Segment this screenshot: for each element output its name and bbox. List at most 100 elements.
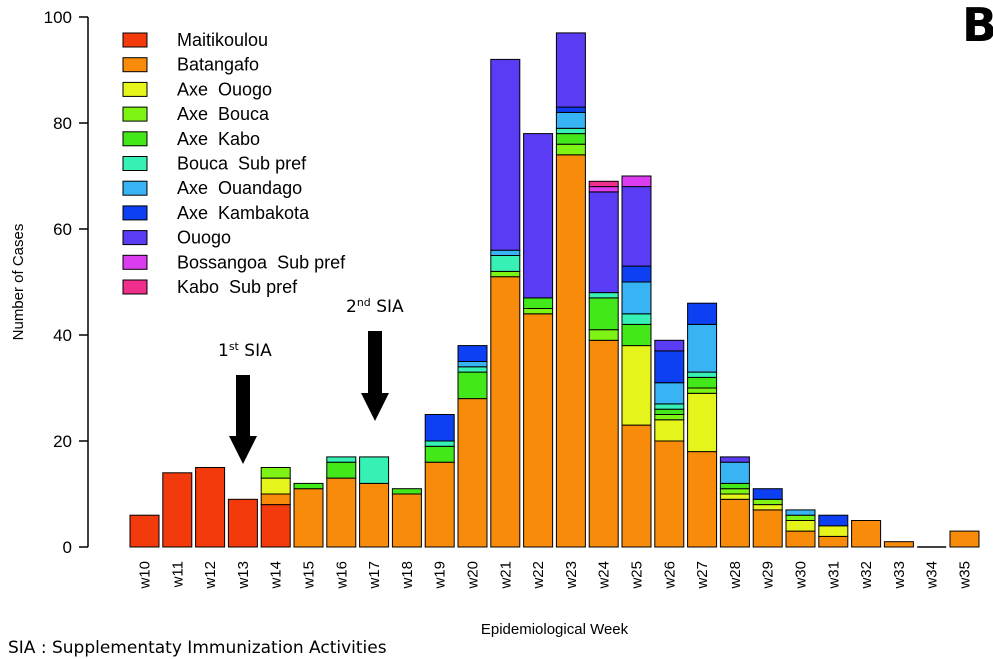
bar-segment [424, 445, 455, 463]
bar-segment [752, 509, 783, 548]
bar-segment [785, 514, 816, 522]
bar-segment [588, 329, 619, 341]
legend-swatch [122, 205, 148, 221]
bar-segment [621, 265, 652, 283]
bar-segment [555, 32, 586, 108]
bar-segment [949, 530, 980, 548]
bar-segment [588, 186, 619, 193]
bar-segment [621, 175, 652, 188]
bar-segment [588, 339, 619, 548]
bar-segment [490, 276, 521, 548]
second-sia-arrow [361, 331, 389, 421]
legend-swatch [122, 156, 148, 171]
bar-segment [687, 451, 718, 548]
y-tick-label: 100 [44, 8, 72, 27]
bar-segment [227, 498, 258, 548]
bar-segment [719, 493, 750, 500]
x-tick-label: w30 [793, 561, 810, 590]
legend-label: Maitikoulou [177, 30, 268, 50]
bar-segment [523, 308, 554, 315]
bar-segment [260, 467, 291, 479]
x-tick-label: w16 [333, 561, 350, 590]
bar-segment [490, 58, 521, 251]
legend-label: Axe Ouandago [177, 178, 302, 198]
x-tick-label: w15 [301, 561, 318, 590]
legend-swatch [122, 230, 148, 246]
first-sia-arrow [229, 375, 257, 464]
bar-segment [260, 504, 291, 548]
bar-segment [654, 403, 685, 410]
bar-segment [457, 398, 488, 548]
bar-segment [654, 382, 685, 405]
x-tick-label: w29 [760, 561, 777, 590]
legend-swatch [122, 254, 148, 270]
legend-label: Axe Ouogo [177, 79, 272, 99]
legend-label: Axe Kabo [177, 129, 260, 149]
legend-swatch [122, 57, 148, 73]
bar-segment [621, 186, 652, 267]
bar-segment [555, 111, 586, 129]
y-tick-label: 60 [53, 220, 72, 239]
legend-label: Bouca Sub pref [177, 154, 307, 174]
bar-segment [424, 461, 455, 548]
bar-segment [588, 180, 619, 188]
x-axis-label: Epidemiological Week [481, 621, 629, 638]
bar-segment [818, 525, 849, 537]
legend-label: Axe Bouca [177, 104, 270, 124]
bar-segment [818, 514, 849, 527]
bar-segment [654, 419, 685, 442]
bar-segment [490, 249, 521, 256]
bar-segment [785, 509, 816, 516]
bar-segment [457, 371, 488, 400]
x-tick-label: w27 [694, 561, 711, 590]
legend-label: Kabo Sub pref [177, 277, 298, 297]
x-tick-label: w34 [924, 561, 941, 590]
x-tick-label: w31 [825, 561, 842, 590]
bar-segment [555, 154, 586, 548]
bar-segment [719, 488, 750, 495]
y-tick-label: 80 [53, 114, 72, 133]
bar-segment [687, 302, 718, 325]
bar-segment [621, 281, 652, 315]
bar-segment [719, 456, 750, 463]
bar-segment [719, 498, 750, 548]
bar-segment [621, 313, 652, 325]
bar-segment [326, 456, 357, 463]
x-tick-label: w11 [169, 561, 186, 588]
bar-segment [851, 520, 882, 548]
x-tick-label: w22 [530, 561, 547, 590]
bar-segment [555, 127, 586, 135]
legend-label: Batangafo [177, 55, 259, 75]
y-tick-label: 20 [53, 432, 72, 451]
bar-segment [883, 541, 914, 548]
bar-segment [391, 493, 422, 548]
second-sia-label: 2nd SIA [346, 296, 404, 317]
bar-segment [687, 376, 718, 389]
bar-segment [490, 270, 521, 278]
x-tick-label: w10 [137, 561, 154, 590]
legend-label: Bossangoa Sub pref [177, 252, 346, 272]
bar-segment [129, 514, 160, 548]
bar-segment [424, 414, 455, 442]
bar-segment [687, 323, 718, 373]
bar-segment [719, 461, 750, 484]
y-tick-label: 0 [63, 538, 72, 557]
x-tick-label: w25 [629, 561, 646, 590]
bar-segment [654, 414, 685, 421]
bar-segment [588, 297, 619, 331]
x-tick-label: w35 [957, 561, 974, 590]
x-tick-label: w28 [727, 561, 744, 590]
x-tick-label: w23 [563, 561, 580, 590]
legend-swatch [122, 279, 148, 295]
x-tick-label: w26 [661, 561, 678, 590]
legend-swatch [122, 180, 148, 196]
bar-segment [424, 440, 455, 447]
bar-segment [785, 520, 816, 532]
bar-segment [523, 133, 554, 299]
bar-segment [162, 472, 193, 548]
bar-segment [621, 323, 652, 347]
x-tick-label: w17 [366, 561, 383, 590]
x-tick-label: w24 [596, 561, 613, 590]
bar-segment [752, 488, 783, 500]
